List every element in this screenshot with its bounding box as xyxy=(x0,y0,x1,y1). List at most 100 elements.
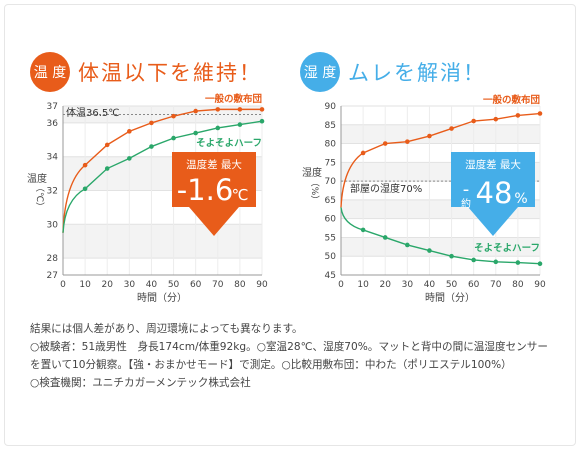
humidity-x-tick-label: 70 xyxy=(490,280,502,290)
humidity-badge: 湿 度 xyxy=(300,52,340,92)
humidity-y-tick-label: 85 xyxy=(325,121,336,131)
humidity-x-tick-label: 60 xyxy=(468,280,480,290)
temperature-data-point xyxy=(193,108,198,114)
humidity-x-tick-label: 20 xyxy=(379,280,391,290)
temperature-y-label: 温度 xyxy=(27,172,47,185)
humidity-y-tick-label: 80 xyxy=(325,140,337,150)
temperature-y-tick-label: 34 xyxy=(47,153,59,163)
temperature-data-point xyxy=(237,107,243,112)
humidity-data-point xyxy=(382,141,388,146)
humidity-callout-unit: % xyxy=(514,191,527,207)
notes-block: 結果には個人差があり、周辺環境によっても異なります。 ○被験者：51歳男性 身長… xyxy=(30,320,560,392)
humidity-data-point xyxy=(360,150,366,156)
temperature-y-tick-label: 37 xyxy=(47,102,58,112)
humidity-y-tick-label: 75 xyxy=(325,158,336,168)
humidity-data-point xyxy=(427,133,432,139)
temperature-callout-label: 温度差 最大 xyxy=(186,158,242,171)
humidity-y-tick-label: 65 xyxy=(325,196,336,206)
temperature-x-tick-label: 60 xyxy=(190,280,202,290)
humidity-x-tick-label: 50 xyxy=(446,280,458,290)
humidity-data-point xyxy=(493,116,499,122)
humidity-data-point xyxy=(515,113,521,118)
temperature-data-point xyxy=(149,120,154,126)
temperature-y-tick-label: 30 xyxy=(47,220,59,230)
temperature-data-point xyxy=(104,166,110,171)
humidity-y-tick-label: 70 xyxy=(325,177,337,187)
humidity-x-tick-label: 90 xyxy=(534,280,546,290)
humidity-y-unit: （%） xyxy=(309,178,320,205)
humidity-data-point xyxy=(537,111,543,116)
humidity-grid-band xyxy=(341,124,540,144)
temperature-data-point xyxy=(237,122,243,127)
temperature-chart: 27 28 30 32 34 36 37 0 10 20 30 40 50 60 70 80 90 一般の敷布団そ… xyxy=(47,93,268,290)
temperature-data-point xyxy=(171,135,176,141)
right-title-row: 湿 度 ムレを解消！ xyxy=(300,52,486,92)
temperature-callout-value: -1.6 xyxy=(177,173,234,207)
humidity-y-tick-label: 90 xyxy=(325,102,337,112)
temperature-data-point xyxy=(171,113,176,119)
temperature-x-tick-label: 50 xyxy=(168,280,180,290)
temperature-x-tick-label: 10 xyxy=(79,280,91,290)
temperature-x-tick-label: 40 xyxy=(146,280,158,290)
humidity-data-point xyxy=(405,139,410,144)
temperature-callout: 温度差 最大 -1.6 ℃ xyxy=(172,152,256,236)
humidity-y-tick-label: 45 xyxy=(325,271,336,281)
temperature-x-tick-label: 0 xyxy=(60,280,66,290)
temperature-y-tick-label: 28 xyxy=(47,254,59,264)
humidity-callout-label: 湿度差 最大 xyxy=(465,158,521,171)
humidity-x-tick-label: 10 xyxy=(357,280,369,290)
temperature-y-tick-label: 36 xyxy=(47,119,59,129)
temperature-data-point xyxy=(127,156,132,161)
humidity-callout-value: 48 xyxy=(476,176,513,210)
temperature-callout-unit: ℃ xyxy=(232,186,249,204)
humidity-data-point xyxy=(493,259,499,265)
humidity-data-point xyxy=(382,235,388,240)
humidity-x-tick-label: 0 xyxy=(338,280,344,290)
humidity-y-tick-label: 60 xyxy=(325,215,337,225)
humidity-callout-approx: 約 xyxy=(461,197,471,210)
temperature-data-point xyxy=(259,107,265,112)
note-line: 結果には個人差があり、周辺環境によっても異なります。 xyxy=(30,323,303,335)
note-line: ○検査機関：ユニチカガーメンテック株式会社 xyxy=(30,377,251,389)
note-line: を置いて10分観察。【強・おまかせモード】で測定。○比較用敷布団：中わた（ポリエ… xyxy=(30,359,512,371)
humidity-x-tick-label: 40 xyxy=(424,280,436,290)
temperature-y-tick-label: 32 xyxy=(47,187,58,197)
temperature-grid-band xyxy=(63,224,262,259)
temperature-x-label: 時間（分） xyxy=(137,292,187,304)
temperature-x-tick-label: 80 xyxy=(234,280,246,290)
temperature-x-tick-label: 90 xyxy=(256,280,268,290)
temperature-y-unit: （℃） xyxy=(34,183,45,211)
temperature-data-point xyxy=(82,162,88,168)
right-title: ムレを解消！ xyxy=(348,61,486,85)
temperature-series-line-0 xyxy=(62,108,262,233)
humidity-callout: 湿度差 最大 - 約 48 % xyxy=(451,152,535,236)
temperature-data-point xyxy=(127,129,132,134)
left-title-row: 温 度 体温以下を維持！ xyxy=(30,52,262,92)
humidity-y-label: 湿度 xyxy=(302,166,322,179)
humidity-x-tick-label: 80 xyxy=(512,280,524,290)
temperature-x-tick-label: 30 xyxy=(124,280,136,290)
temperature-data-point xyxy=(82,186,88,192)
temperature-data-point xyxy=(193,130,198,136)
humidity-callout-minus: - xyxy=(463,179,470,200)
temperature-y-tick-label: 27 xyxy=(47,271,58,281)
temperature-x-tick-label: 70 xyxy=(212,280,224,290)
humidity-y-tick-label: 50 xyxy=(325,252,337,262)
humidity-data-point xyxy=(471,118,476,124)
humidity-data-point xyxy=(537,261,543,267)
humidity-series-label-0: 一般の敷布団 xyxy=(483,94,540,106)
humidity-data-point xyxy=(405,242,410,248)
temperature-badge: 温 度 xyxy=(30,52,70,92)
humidity-series-label-1: そよそよハーフ xyxy=(474,243,540,254)
humidity-data-point xyxy=(515,260,521,265)
humidity-data-point xyxy=(360,227,366,233)
humidity-data-point xyxy=(449,126,454,131)
temperature-x-tick-label: 20 xyxy=(101,280,113,290)
humidity-data-point xyxy=(449,253,454,259)
temperature-series-label-0: 一般の敷布団 xyxy=(205,93,262,105)
humidity-grid-band xyxy=(341,237,540,257)
humidity-x-tick-label: 30 xyxy=(402,280,414,290)
temperature-series-label-1: そよそよハーフ xyxy=(196,138,262,149)
humidity-x-label: 時間（分） xyxy=(425,292,475,304)
